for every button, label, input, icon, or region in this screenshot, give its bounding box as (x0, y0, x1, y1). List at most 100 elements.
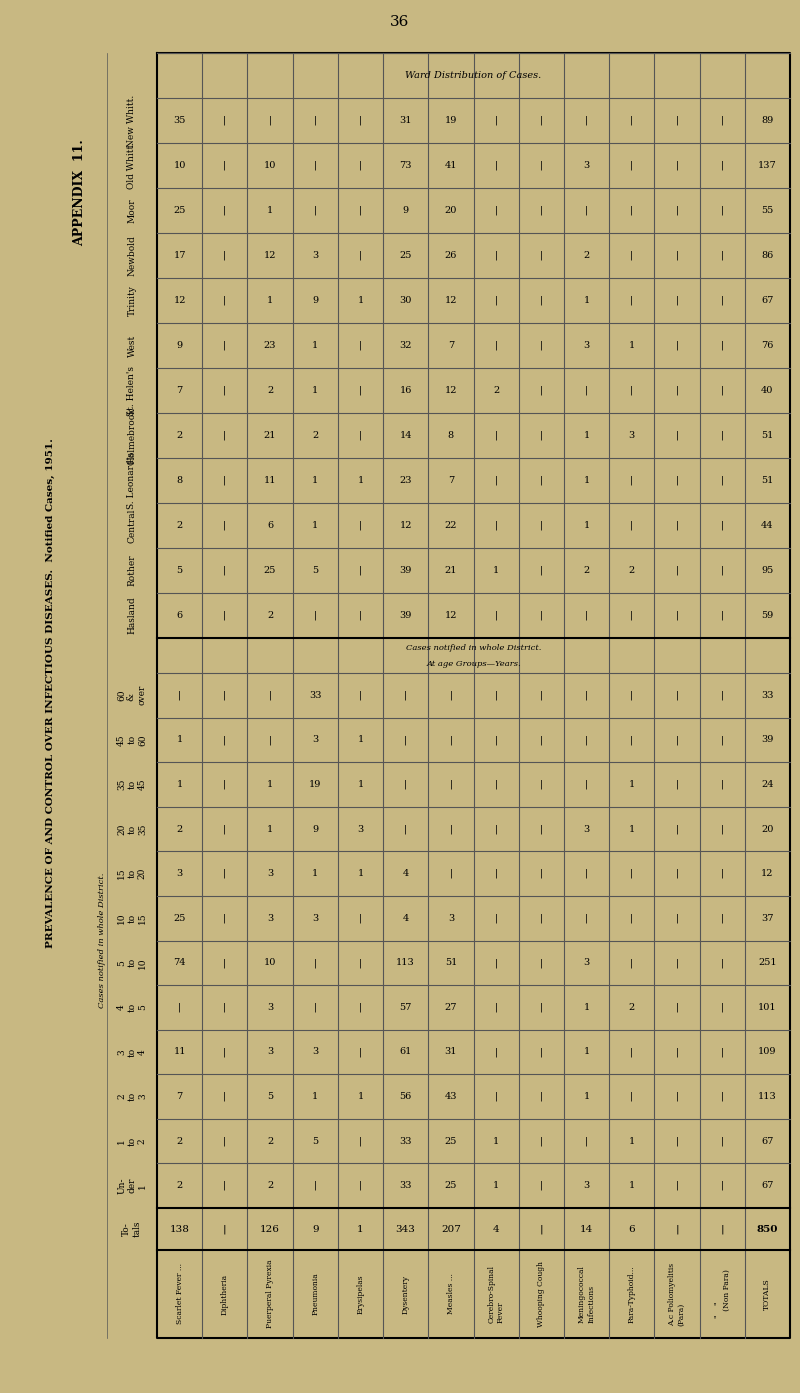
Text: |: | (359, 1003, 362, 1013)
Text: |: | (630, 295, 634, 305)
Text: 1: 1 (629, 1181, 635, 1190)
Text: |: | (223, 521, 226, 531)
Text: 25: 25 (445, 1137, 457, 1145)
Text: |: | (675, 1224, 678, 1234)
Text: 2: 2 (177, 430, 182, 440)
Text: Moor: Moor (127, 198, 137, 223)
Text: |: | (721, 160, 724, 170)
Text: |: | (721, 691, 724, 701)
Text: |: | (675, 610, 678, 620)
Text: |: | (269, 691, 272, 701)
Text: |: | (540, 1137, 543, 1146)
Text: |: | (314, 1181, 317, 1191)
Text: 2: 2 (267, 612, 273, 620)
Text: |: | (630, 251, 634, 260)
Text: 113: 113 (758, 1092, 777, 1100)
Text: |: | (494, 1092, 498, 1102)
Text: |: | (721, 521, 724, 531)
Text: |: | (314, 206, 317, 216)
Text: |: | (540, 1181, 543, 1191)
Text: |: | (450, 825, 453, 834)
Text: 12: 12 (264, 251, 276, 260)
Text: |: | (721, 251, 724, 260)
Text: |: | (585, 691, 588, 701)
Text: |: | (630, 1092, 634, 1102)
Text: 1: 1 (583, 1048, 590, 1056)
Text: 3: 3 (312, 736, 318, 744)
Text: 109: 109 (758, 1048, 777, 1056)
Text: To-
tals: To- tals (122, 1220, 142, 1237)
Text: 1: 1 (267, 780, 273, 788)
Text: |: | (675, 1137, 678, 1146)
Text: |: | (540, 869, 543, 879)
Text: |: | (630, 914, 634, 924)
Text: 1: 1 (629, 1137, 635, 1145)
Text: 8: 8 (177, 476, 182, 485)
Text: |: | (585, 1137, 588, 1146)
Text: 12: 12 (174, 295, 186, 305)
Text: 1: 1 (312, 521, 318, 529)
Text: |: | (359, 206, 362, 216)
Text: West: West (127, 334, 137, 357)
Text: Old Whitt.: Old Whitt. (127, 142, 137, 189)
Text: 39: 39 (762, 736, 774, 744)
Text: 1: 1 (493, 1181, 499, 1190)
Text: 3: 3 (448, 914, 454, 922)
Text: 1: 1 (312, 476, 318, 485)
Text: 1: 1 (583, 521, 590, 529)
Text: |: | (540, 958, 543, 968)
Text: |: | (540, 1003, 543, 1013)
Text: |: | (721, 1003, 724, 1013)
Text: 86: 86 (762, 251, 774, 260)
Text: 20: 20 (445, 206, 457, 215)
Text: 74: 74 (174, 958, 186, 967)
Text: |: | (223, 914, 226, 924)
Text: |: | (494, 206, 498, 216)
Text: 56: 56 (399, 1092, 412, 1100)
Text: 1: 1 (358, 736, 363, 744)
Text: |: | (223, 1003, 226, 1013)
Text: |: | (314, 116, 317, 125)
Text: 51: 51 (445, 958, 457, 967)
Text: |: | (359, 610, 362, 620)
Text: |: | (223, 691, 226, 701)
Text: |: | (675, 251, 678, 260)
Text: 2: 2 (312, 430, 318, 440)
Text: |: | (178, 1003, 182, 1013)
Text: 19: 19 (309, 780, 322, 788)
Text: Cases notified in whole District.: Cases notified in whole District. (98, 873, 106, 1009)
Text: 33: 33 (761, 691, 774, 699)
Text: |: | (585, 869, 588, 879)
Text: |: | (223, 1137, 226, 1146)
Text: 1: 1 (358, 476, 363, 485)
Text: |: | (359, 521, 362, 531)
Text: |: | (223, 251, 226, 260)
Text: |: | (359, 386, 362, 396)
Text: |: | (721, 736, 724, 745)
Text: 55: 55 (762, 206, 774, 215)
Text: |: | (675, 1003, 678, 1013)
Text: 39: 39 (399, 612, 412, 620)
Text: |: | (721, 116, 724, 125)
Text: At age Groups—Years.: At age Groups—Years. (426, 659, 521, 667)
Text: |: | (721, 476, 724, 485)
Text: |: | (675, 206, 678, 216)
Text: |: | (721, 825, 724, 834)
Text: 2: 2 (177, 825, 182, 833)
Text: New Whitt.: New Whitt. (127, 95, 137, 146)
Text: 7: 7 (448, 476, 454, 485)
Text: 95: 95 (762, 566, 774, 575)
Text: 850: 850 (757, 1224, 778, 1233)
Text: |: | (540, 251, 543, 260)
Text: 1: 1 (583, 1003, 590, 1011)
Text: 1
to
2: 1 to 2 (117, 1137, 147, 1146)
Text: |: | (721, 780, 724, 790)
Text: 43: 43 (445, 1092, 457, 1100)
Text: |: | (314, 958, 317, 968)
Text: 3: 3 (267, 869, 273, 878)
Text: |: | (359, 116, 362, 125)
Text: |: | (675, 521, 678, 531)
Text: 1: 1 (583, 295, 590, 305)
Text: 1: 1 (629, 825, 635, 833)
Text: 57: 57 (399, 1003, 412, 1011)
